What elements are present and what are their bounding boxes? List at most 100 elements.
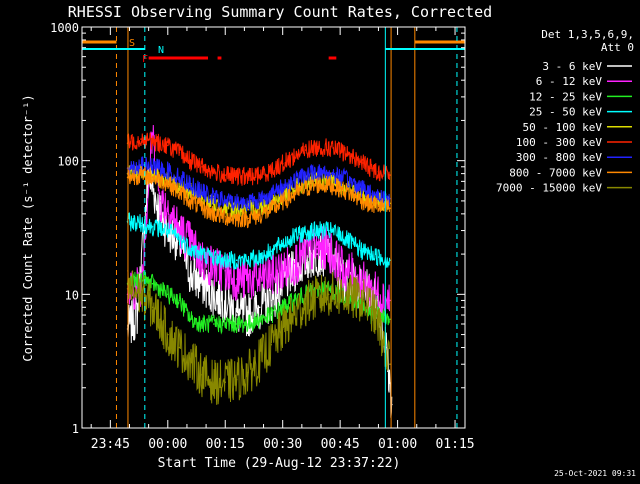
point-300-800-kev-16: [304, 174, 307, 176]
point-100-300-kev-2: [151, 140, 154, 142]
point-50-100-kev-12: [258, 206, 261, 208]
point-300-800-kev-17: [316, 171, 319, 173]
point-3-6-kev-17: [316, 253, 319, 255]
point-25-50-kev-18: [327, 229, 330, 232]
point-12-25-kev-2: [151, 282, 154, 285]
point-25-50-kev-11: [247, 259, 249, 262]
point-800-7000-kev-6: [190, 200, 192, 202]
point-50-100-kev-7: [201, 197, 204, 200]
point-300-800-kev-6: [190, 184, 192, 186]
flag-s: S: [82, 27, 465, 428]
point-12-25-kev-24: [389, 318, 391, 321]
point-800-7000-kev-2: [151, 176, 154, 179]
point-100-300-kev-19: [339, 150, 341, 152]
point-7000-15000-kev-8: [213, 381, 215, 384]
point-12-25-kev-11: [247, 323, 249, 325]
point-100-300-kev-20: [350, 155, 353, 157]
point-100-300-kev-22: [370, 167, 372, 169]
point-50-100-kev-9: [224, 207, 226, 210]
point-50-100-kev-10: [235, 208, 238, 211]
point-6-12-kev-5: [178, 229, 181, 232]
point-300-800-kev-22: [370, 192, 372, 195]
point-800-7000-kev-11: [247, 217, 249, 220]
point-100-300-kev-11: [247, 175, 249, 178]
legend-label-800-7000-kev: 800 - 7000 keV: [509, 166, 602, 179]
point-100-300-kev-12: [258, 174, 261, 176]
point-6-12-kev-16: [304, 253, 307, 255]
point-25-50-kev-10: [235, 259, 238, 262]
point-12-25-kev-15: [293, 299, 296, 302]
point-12-25-kev-10: [235, 323, 238, 325]
point-25-50-kev-21: [362, 250, 364, 253]
point-300-800-kev-11: [247, 201, 249, 203]
point-25-50-kev-20: [350, 242, 353, 245]
point-3-6-kev-6: [190, 274, 192, 276]
point-25-50-kev-24: [389, 259, 391, 262]
point-50-100-kev-6: [190, 191, 192, 194]
point-300-800-kev-19: [339, 175, 341, 178]
point-300-800-kev-5: [178, 176, 181, 179]
point-6-12-kev-4: [167, 206, 169, 208]
point-800-7000-kev-7: [201, 207, 204, 210]
point-7000-15000-kev-16: [304, 303, 307, 305]
x-tick-label: 00:00: [148, 437, 187, 452]
legend-header-line: Att 0: [601, 41, 634, 54]
point-100-300-kev-1: [140, 138, 142, 140]
point-6-12-kev-13: [270, 274, 273, 276]
point-3-6-kev-12: [258, 306, 261, 309]
point-800-7000-kev-15: [293, 193, 296, 196]
point-6-12-kev-24: [389, 299, 391, 302]
point-100-300-kev-15: [293, 155, 296, 157]
point-3-6-kev-9: [224, 299, 226, 302]
point-25-50-kev-16: [304, 231, 307, 234]
legend-label-25-50-kev: 25 - 50 keV: [529, 106, 602, 119]
point-50-100-kev-2: [151, 174, 154, 176]
x-tick-label: 00:30: [263, 437, 302, 452]
point-7000-15000-kev-7: [201, 374, 204, 376]
point-800-7000-kev-13: [270, 208, 273, 211]
point-800-7000-kev-5: [178, 191, 181, 194]
point-25-50-kev-14: [281, 242, 284, 245]
point-6-12-kev-14: [281, 270, 284, 272]
point-6-12-kev-7: [201, 259, 204, 262]
point-6-12-kev-15: [293, 262, 296, 265]
point-100-300-kev-16: [304, 149, 307, 151]
x-tick-label: 00:45: [321, 437, 360, 452]
y-tick-label: 100: [57, 155, 79, 169]
legend-label-6-12-kev: 6 - 12 keV: [536, 75, 603, 88]
point-100-300-kev-13: [270, 170, 273, 172]
axes-layer: [81, 26, 466, 429]
point-300-800-kev-12: [258, 199, 261, 201]
point-7000-15000-kev-6: [190, 359, 192, 362]
point-25-50-kev-5: [178, 238, 181, 240]
point-300-800-kev-3: [159, 168, 161, 170]
point-800-7000-kev-8: [213, 213, 215, 215]
point-300-800-kev-9: [224, 200, 226, 202]
point-100-300-kev-9: [224, 174, 226, 176]
series-25-50-kev: [127, 212, 390, 270]
point-6-12-kev-10: [235, 278, 238, 280]
point-7000-15000-kev-17: [316, 296, 319, 299]
flag-f: F: [142, 54, 337, 65]
point-25-50-kev-4: [167, 229, 169, 232]
point-300-800-kev-24: [389, 197, 391, 200]
point-6-12-kev-19: [339, 266, 341, 268]
series-300-800-kev: [127, 156, 390, 212]
point-100-300-kev-21: [362, 162, 364, 164]
point-7000-15000-kev-5: [178, 346, 181, 349]
point-800-7000-kev-20: [350, 193, 353, 196]
point-6-12-kev-3: [159, 200, 161, 202]
point-25-50-kev-9: [224, 259, 226, 262]
y-axis-label: Corrected Count Rate (s⁻¹ detector⁻¹): [21, 94, 35, 361]
point-25-50-kev-6: [190, 247, 192, 250]
point-12-25-kev-5: [178, 299, 181, 302]
point-100-300-kev-24: [389, 174, 391, 176]
point-300-800-kev-20: [350, 181, 353, 183]
point-800-7000-kev-18: [327, 184, 330, 186]
point-6-12-kev-2: [151, 132, 154, 135]
series-800-7000-kev: [127, 165, 390, 229]
y-tick-label: 10: [65, 288, 79, 302]
point-7000-15000-kev-24: [389, 363, 391, 366]
point-800-7000-kev-23: [377, 204, 380, 207]
flag-f-label: F: [142, 54, 148, 65]
